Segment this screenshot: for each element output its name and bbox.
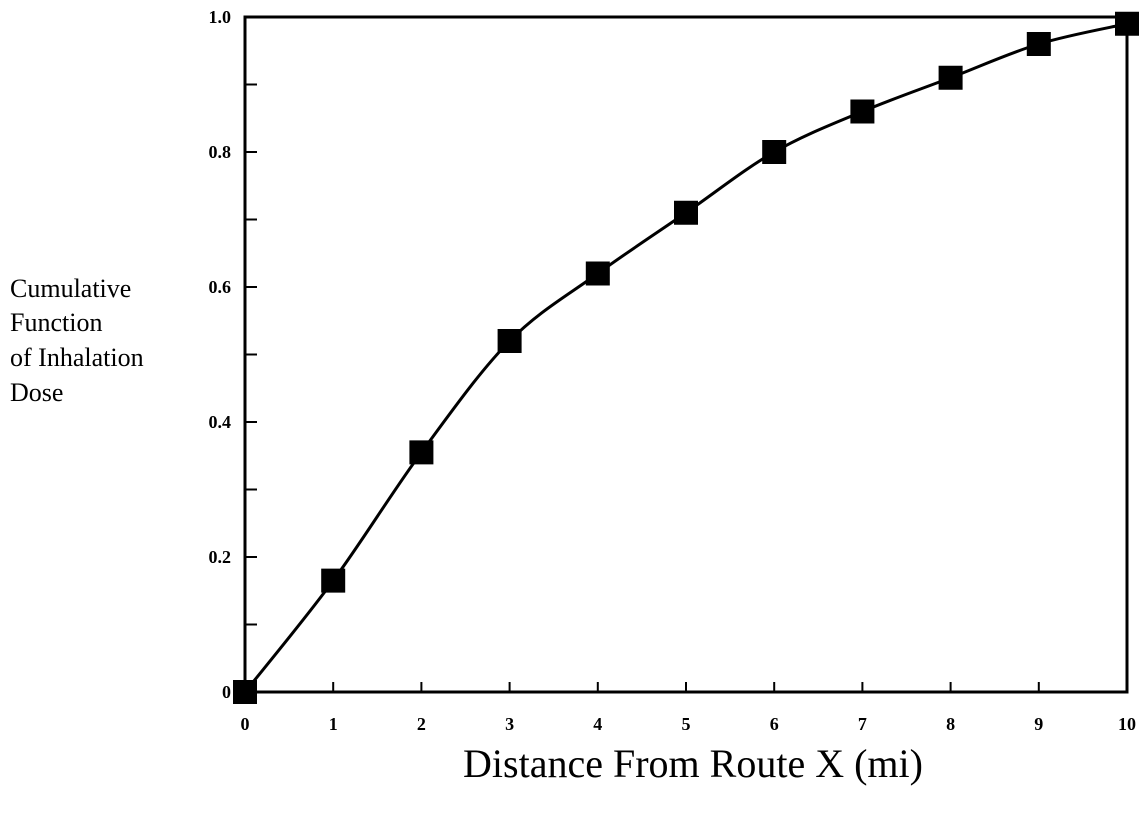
y-axis-label-line-1: Cumulative bbox=[10, 274, 132, 303]
data-point-marker bbox=[233, 680, 257, 704]
x-tick-label: 5 bbox=[682, 714, 691, 734]
data-point-marker bbox=[850, 99, 875, 124]
y-tick-label: 1.0 bbox=[209, 7, 232, 27]
data-point-marker bbox=[321, 568, 346, 593]
x-tick-label: 8 bbox=[946, 714, 955, 734]
y-axis-label-line-3: of Inhalation bbox=[10, 343, 144, 372]
y-tick-label: 0 bbox=[222, 682, 231, 702]
x-tick-label: 0 bbox=[241, 714, 250, 734]
data-point-marker bbox=[762, 140, 787, 164]
x-tick-label: 3 bbox=[505, 714, 514, 734]
data-point-marker bbox=[585, 261, 610, 286]
series-layer bbox=[233, 11, 1139, 704]
data-point-marker bbox=[409, 440, 434, 465]
y-axis-label-line-4: Dose bbox=[10, 378, 64, 407]
series-line bbox=[243, 22, 1128, 693]
data-point-marker bbox=[497, 329, 522, 353]
x-axis-label: Distance From Route X (mi) bbox=[463, 741, 923, 786]
x-tick-label: 6 bbox=[770, 714, 779, 734]
x-tick-label: 10 bbox=[1118, 714, 1136, 734]
x-tick-label: 2 bbox=[417, 714, 426, 734]
plot-border bbox=[243, 15, 1129, 694]
plot-frame bbox=[243, 15, 1129, 694]
y-tick-label: 0.2 bbox=[209, 547, 232, 567]
x-tick-label: 1 bbox=[329, 714, 338, 734]
data-point-marker bbox=[938, 65, 963, 90]
x-tick-label: 7 bbox=[858, 714, 867, 734]
y-axis-ticks: 0 0.2 0.4 0.6 0.8 1.0 bbox=[209, 7, 257, 702]
x-axis-ticks: 0 1 2 3 4 5 6 7 8 9 10 bbox=[241, 682, 1136, 734]
data-point-marker bbox=[1026, 32, 1051, 56]
data-point-marker bbox=[674, 200, 698, 225]
data-point-marker bbox=[1115, 11, 1139, 36]
x-tick-label: 4 bbox=[593, 714, 602, 734]
y-tick-label: 0.4 bbox=[209, 412, 232, 432]
x-tick-label: 9 bbox=[1034, 714, 1043, 734]
y-axis-label-line-2: Function bbox=[10, 308, 103, 337]
y-tick-label: 0.8 bbox=[209, 142, 232, 162]
y-tick-label: 0.6 bbox=[209, 277, 232, 297]
